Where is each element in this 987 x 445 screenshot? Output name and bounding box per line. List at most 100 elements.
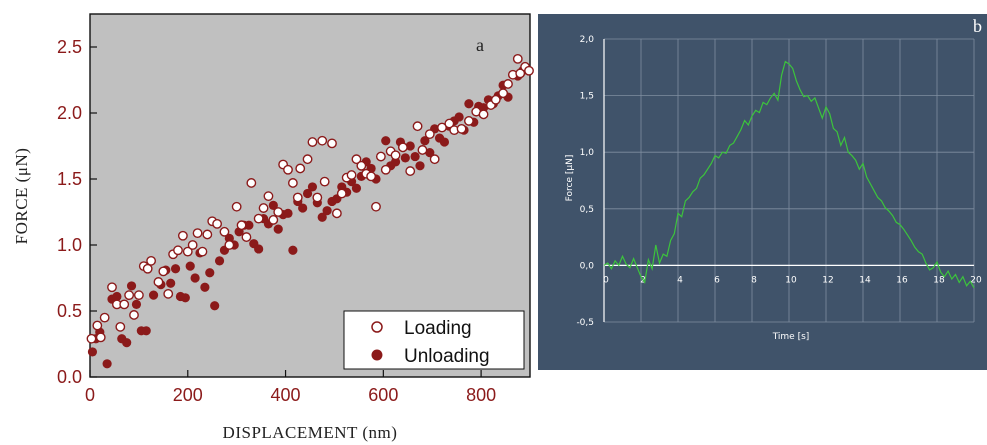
loading-point [515,68,526,79]
loading-point [197,246,208,257]
loading-point [424,129,435,140]
loading-point [437,122,447,133]
unloading-point [170,264,181,274]
y-tick-label-b: 1,5 [580,92,594,102]
loading-point [375,151,386,162]
unloading-point [400,153,410,163]
unloading-point [180,293,190,303]
unloading-point [141,326,151,336]
legend-marker-unloading [371,349,383,361]
loading-point [253,213,264,224]
loading-point [317,135,328,146]
x-tick-label-b: 16 [896,275,908,285]
loading-point [158,266,169,277]
y-tick-label-b: 2,0 [580,35,595,45]
loading-point [412,121,423,132]
x-tick-label-b: 8 [751,275,757,285]
loading-point [346,170,357,180]
unloading-point [112,291,122,302]
unloading-point [210,301,220,311]
unloading-point [190,273,200,283]
loading-point [371,201,381,212]
unloading-point [87,347,98,357]
unloading-point [185,261,195,271]
unloading-point [410,151,420,162]
loading-point [498,88,509,99]
loading-point [173,245,183,256]
unloading-point [420,136,430,146]
x-axis-label-b: Time [s] [772,332,810,342]
unloading-point [317,212,327,222]
loading-point [312,192,323,203]
loading-point [219,226,230,237]
unloading-point [381,136,391,146]
unloading-point [214,256,225,266]
x-tick-label-a: 400 [271,385,301,405]
loading-point [380,164,391,175]
loading-point [307,137,318,147]
force-time-line [603,60,975,289]
panel-label-a: a [476,35,484,55]
unloading-point [283,208,293,218]
loading-point [512,53,523,64]
loading-point [292,192,303,203]
loading-point [231,201,242,212]
y-tick-label-a: 1.0 [57,235,82,255]
loading-point [390,150,401,161]
loading-point [295,163,306,174]
loading-point [246,178,257,188]
unloading-point [244,220,254,230]
loading-point [463,116,474,126]
unloading-point [415,161,425,171]
x-tick-label-b: 2 [640,275,646,285]
x-axis-label-a: DISPLACEMENT (nm) [223,423,398,442]
loading-point [478,109,489,120]
y-axis-label-a: FORCE (μN) [12,148,31,245]
y-tick-label-a: 2.5 [57,37,82,57]
unloading-point [302,188,313,199]
x-tick-label-b: 12 [822,275,833,285]
x-tick-label-b: 0 [603,275,609,285]
loading-point [351,154,362,165]
y-tick-label-a: 1.5 [57,169,82,189]
unloading-point [322,206,332,216]
loading-point [99,312,110,323]
x-tick-label-b: 14 [859,275,871,285]
loading-point [177,230,188,241]
y-axis-label-b: Force [μN] [565,155,575,202]
loading-point [287,178,298,188]
loading-point [273,207,284,217]
loading-point [224,240,235,250]
y-tick-label-b: 0,5 [580,205,594,215]
loading-point [212,218,223,229]
loading-point [366,171,377,182]
y-tick-label-b: -0,5 [576,318,594,328]
unloading-point [122,338,132,348]
loading-point [187,240,198,250]
unloading-point [205,268,215,278]
unloading-point [166,278,176,288]
plot-area-b [538,14,987,370]
loading-point [456,123,467,134]
loading-point [268,215,279,225]
loading-point [236,220,247,231]
y-tick-label-a: 2.0 [57,103,82,123]
unloading-point [464,99,474,109]
loading-point [86,333,97,344]
unloading-point [268,200,278,210]
unloading-point [131,299,142,309]
loading-point [124,290,135,301]
x-tick-label-a: 800 [466,385,496,405]
loading-point [331,208,342,219]
loading-point [283,164,293,175]
loading-point [327,138,337,149]
unloading-point [288,245,298,255]
loading-point [397,142,408,153]
loading-point [146,255,157,266]
loading-point [133,290,144,301]
unloading-point [273,224,283,234]
loading-point [263,191,274,202]
loading-point [153,277,164,287]
loading-point [192,228,203,239]
loading-point [503,79,513,89]
